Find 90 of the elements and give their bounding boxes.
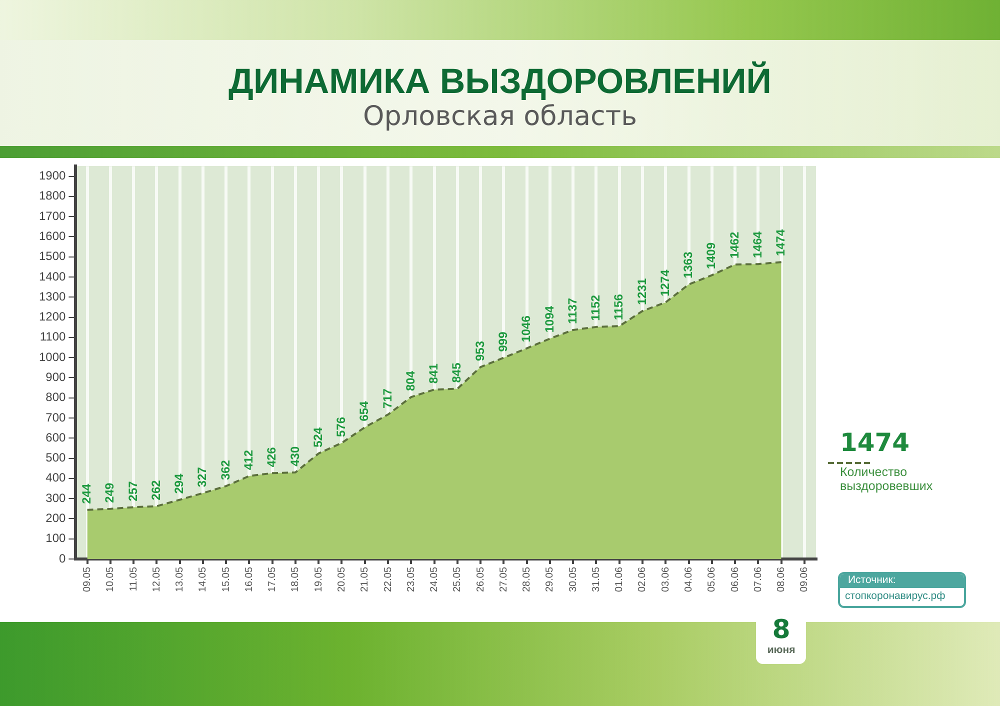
- x-tick-label: 05.06: [706, 566, 718, 592]
- y-tick-label: 1400: [38, 269, 66, 284]
- x-tick-label: 28.05: [522, 566, 533, 592]
- x-tick-label: 20.05: [336, 566, 348, 592]
- x-tick-label: 07.06: [752, 566, 764, 592]
- x-tick-label: 01.06: [614, 566, 626, 592]
- x-tick-label: 26.05: [475, 566, 486, 592]
- data-label: 1156: [612, 294, 626, 320]
- x-tick-label: 12.05: [151, 566, 162, 592]
- data-label: 654: [357, 400, 372, 422]
- data-label: 412: [242, 450, 256, 470]
- x-tick-label: 24.05: [429, 566, 440, 592]
- y-tick-label: 100: [46, 531, 66, 546]
- data-label: 1462: [727, 231, 742, 258]
- data-label: 1137: [565, 298, 580, 324]
- y-tick-label: 1000: [38, 350, 66, 364]
- x-tick-label: 03.06: [660, 566, 672, 592]
- data-label: 1464: [750, 231, 764, 258]
- data-label: 430: [288, 446, 302, 466]
- data-label: 1231: [634, 278, 649, 306]
- data-label: 249: [102, 482, 117, 503]
- y-tick-label: 1500: [38, 249, 66, 264]
- y-tick-label: 600: [46, 430, 66, 444]
- y-tick-label: 1700: [38, 208, 66, 223]
- y-tick-label: 400: [46, 470, 66, 485]
- x-tick-label: 14.05: [198, 566, 209, 592]
- y-tick-label: 300: [46, 490, 66, 505]
- legend-label: Количество выздоровевших: [840, 465, 934, 493]
- x-tick-label: 13.05: [174, 566, 186, 592]
- x-tick-label: 25.05: [452, 566, 464, 592]
- y-tick-label: 0: [59, 551, 66, 566]
- data-label: 1094: [542, 306, 556, 333]
- data-label: 717: [380, 388, 394, 409]
- data-label: 362: [218, 460, 232, 480]
- x-tick-label: 17.05: [267, 566, 278, 592]
- data-label: 1363: [681, 251, 696, 278]
- y-tick-label: 500: [46, 450, 66, 465]
- x-tick-label: 16.05: [244, 566, 255, 592]
- y-tick-label: 1100: [40, 330, 66, 344]
- x-tick-label: 27.05: [498, 566, 510, 592]
- x-tick-label: 15.05: [220, 566, 232, 592]
- data-label: 1152: [588, 294, 603, 321]
- x-tick-label: 23.05: [406, 566, 417, 592]
- data-label: 841: [426, 363, 441, 384]
- x-tick-label: 31.05: [590, 566, 602, 592]
- data-label: 426: [264, 446, 279, 468]
- x-tick-label: 11.05: [128, 566, 140, 592]
- y-tick-label: 1300: [38, 289, 66, 304]
- data-label: 1274: [658, 269, 672, 296]
- x-tick-label: 10.05: [105, 566, 116, 592]
- data-label: 845: [450, 362, 464, 383]
- data-label: 257: [126, 480, 140, 502]
- data-label: 1046: [519, 315, 534, 342]
- y-tick-label: 1900: [38, 168, 66, 183]
- data-label: 576: [334, 416, 348, 437]
- x-tick-label: 09.05: [82, 566, 94, 592]
- data-label: 294: [172, 473, 186, 494]
- y-tick-label: 800: [46, 390, 66, 404]
- y-tick-label: 1600: [38, 229, 66, 244]
- text: 8 июня: [766, 615, 796, 656]
- y-tick-label: 1800: [38, 188, 66, 203]
- x-tick-label: 09.06: [799, 566, 810, 592]
- y-tick-label: 1200: [38, 310, 66, 324]
- x-tick-label: 08.06: [776, 566, 788, 592]
- x-tick-label: 06.06: [730, 566, 741, 592]
- data-label: 999: [496, 331, 510, 352]
- x-tick-label: 18.05: [290, 566, 302, 592]
- x-tick-label: 21.05: [360, 566, 371, 592]
- x-tick-label: 19.05: [313, 566, 324, 592]
- data-label: 953: [472, 340, 487, 362]
- y-tick-label: 700: [46, 410, 66, 424]
- chart-subtitle: Орловская область: [362, 101, 638, 132]
- data-label: 327: [195, 466, 210, 488]
- x-tick-label: 02.06: [637, 566, 648, 592]
- data-label: 524: [310, 427, 325, 448]
- y-tick-label: 900: [46, 370, 66, 384]
- data-label: 804: [403, 370, 418, 392]
- x-tick-label: 30.05: [568, 566, 579, 592]
- x-tick-label: 22.05: [382, 566, 394, 592]
- data-label: 1409: [704, 242, 718, 270]
- data-label: 262: [148, 480, 163, 500]
- text: стопкоронавирус.рф: [845, 590, 946, 603]
- chart-title: ДИНАМИКА ВЫЗДОРОВЛЕНИЙ: [228, 62, 772, 102]
- text: Источник:: [848, 574, 896, 587]
- x-tick-label: 04.06: [684, 566, 695, 592]
- x-tick-label: 29.05: [544, 566, 556, 592]
- text: 1474: [840, 428, 911, 458]
- y-tick-label: 200: [46, 511, 66, 526]
- data-label: 1474: [774, 229, 788, 256]
- data-label: 244: [80, 483, 94, 504]
